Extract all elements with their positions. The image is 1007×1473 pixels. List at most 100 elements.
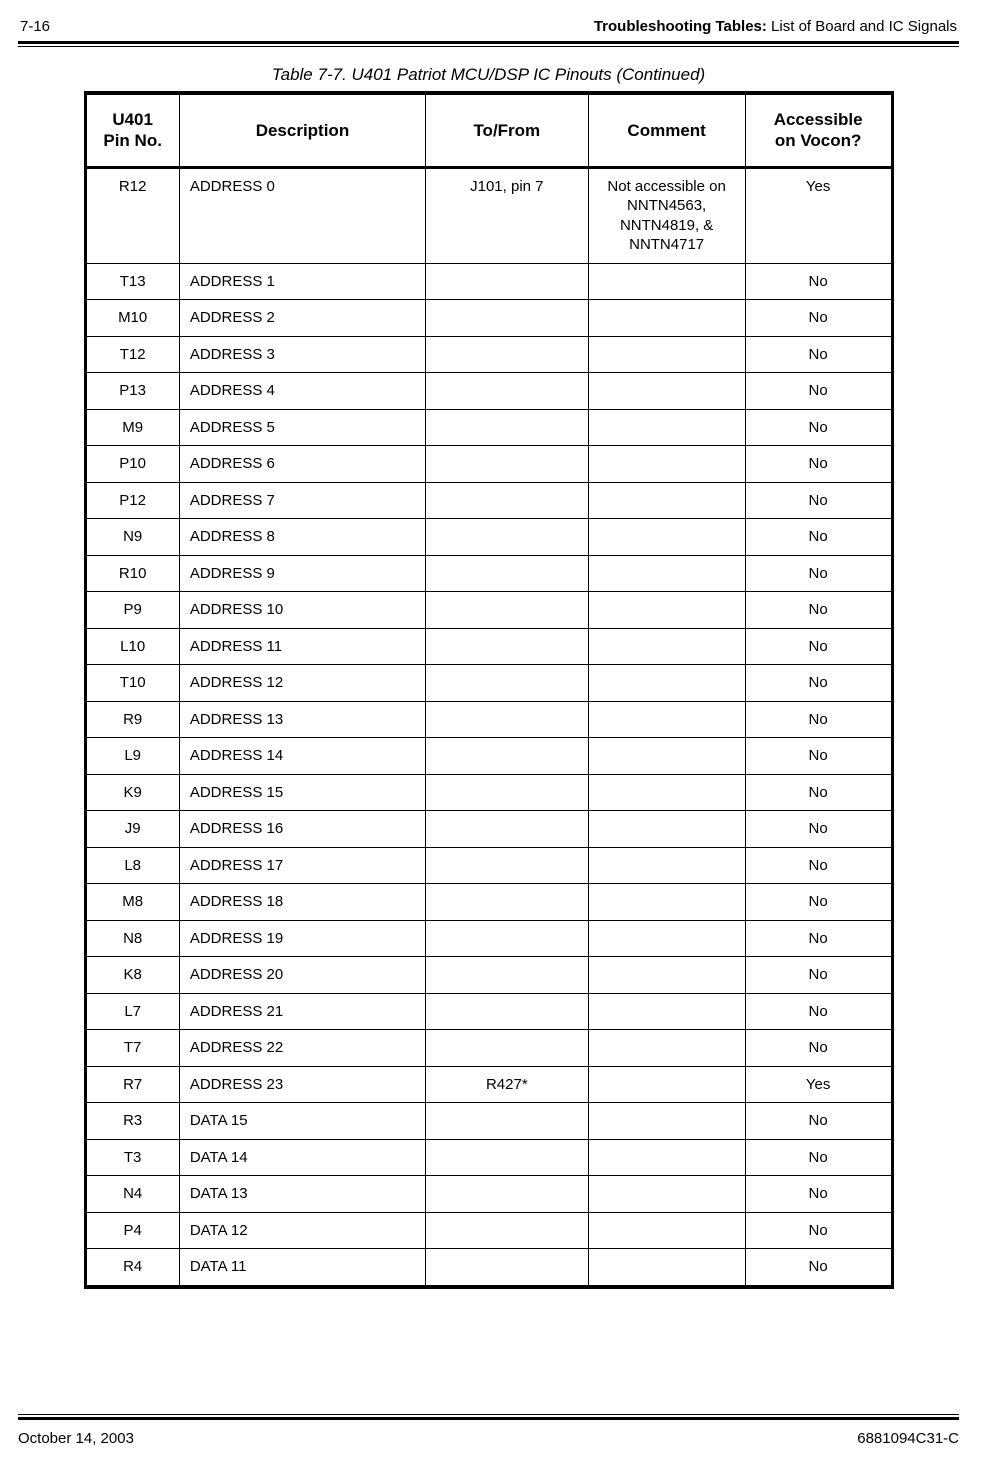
cell-comment xyxy=(588,665,745,702)
cell-accessible: No xyxy=(745,482,892,519)
table-head: U401 Pin No. Description To/From Comment… xyxy=(85,93,892,167)
table-caption: Table 7-7. U401 Patriot MCU/DSP IC Pinou… xyxy=(18,65,959,85)
cell-comment xyxy=(588,555,745,592)
cell-description: ADDRESS 0 xyxy=(179,167,425,263)
cell-accessible: No xyxy=(745,701,892,738)
cell-accessible: No xyxy=(745,920,892,957)
cell-accessible: No xyxy=(745,774,892,811)
cell-description: ADDRESS 22 xyxy=(179,1030,425,1067)
cell-tofrom: J101, pin 7 xyxy=(426,167,588,263)
cell-accessible: No xyxy=(745,1212,892,1249)
cell-tofrom xyxy=(426,1176,588,1213)
cell-pin: P4 xyxy=(85,1212,179,1249)
cell-description: ADDRESS 8 xyxy=(179,519,425,556)
footer-row: October 14, 2003 6881094C31-C xyxy=(18,1430,959,1447)
cell-tofrom xyxy=(426,884,588,921)
cell-accessible: No xyxy=(745,993,892,1030)
cell-pin: M9 xyxy=(85,409,179,446)
cell-pin: R9 xyxy=(85,701,179,738)
cell-comment xyxy=(588,957,745,994)
table-row: P9ADDRESS 10No xyxy=(85,592,892,629)
cell-tofrom xyxy=(426,1030,588,1067)
cell-description: DATA 13 xyxy=(179,1176,425,1213)
cell-comment xyxy=(588,263,745,300)
footer-date: October 14, 2003 xyxy=(18,1430,134,1447)
pinout-table: U401 Pin No. Description To/From Comment… xyxy=(84,91,894,1289)
cell-accessible: Yes xyxy=(745,1066,892,1103)
cell-tofrom xyxy=(426,446,588,483)
cell-comment xyxy=(588,482,745,519)
section-title: Troubleshooting Tables: List of Board an… xyxy=(594,18,957,35)
cell-comment xyxy=(588,1103,745,1140)
table-row: P12ADDRESS 7No xyxy=(85,482,892,519)
table-row: T13ADDRESS 1No xyxy=(85,263,892,300)
cell-comment xyxy=(588,300,745,337)
section-title-bold: Troubleshooting Tables: xyxy=(594,18,767,35)
cell-tofrom xyxy=(426,993,588,1030)
cell-description: ADDRESS 4 xyxy=(179,373,425,410)
table-row: N4DATA 13No xyxy=(85,1176,892,1213)
cell-tofrom xyxy=(426,847,588,884)
cell-comment xyxy=(588,1212,745,1249)
cell-description: DATA 12 xyxy=(179,1212,425,1249)
cell-description: ADDRESS 10 xyxy=(179,592,425,629)
cell-accessible: No xyxy=(745,1249,892,1287)
cell-pin: N9 xyxy=(85,519,179,556)
cell-accessible: No xyxy=(745,592,892,629)
table-row: P10ADDRESS 6No xyxy=(85,446,892,483)
table-row: R9ADDRESS 13No xyxy=(85,701,892,738)
cell-description: ADDRESS 3 xyxy=(179,336,425,373)
cell-pin: L7 xyxy=(85,993,179,1030)
cell-pin: P10 xyxy=(85,446,179,483)
cell-pin: T3 xyxy=(85,1139,179,1176)
cell-tofrom xyxy=(426,774,588,811)
table-row: R4DATA 11No xyxy=(85,1249,892,1287)
cell-tofrom xyxy=(426,665,588,702)
cell-pin: M8 xyxy=(85,884,179,921)
table-row: P13ADDRESS 4No xyxy=(85,373,892,410)
table-row: L7ADDRESS 21No xyxy=(85,993,892,1030)
cell-pin: K9 xyxy=(85,774,179,811)
cell-pin: T10 xyxy=(85,665,179,702)
col-header-description: Description xyxy=(179,93,425,167)
col-header-comment: Comment xyxy=(588,93,745,167)
cell-accessible: No xyxy=(745,555,892,592)
table-body: R12ADDRESS 0J101, pin 7Not accessible on… xyxy=(85,167,892,1287)
cell-tofrom xyxy=(426,920,588,957)
cell-pin: T12 xyxy=(85,336,179,373)
cell-description: ADDRESS 15 xyxy=(179,774,425,811)
cell-pin: R3 xyxy=(85,1103,179,1140)
cell-accessible: No xyxy=(745,1139,892,1176)
cell-accessible: No xyxy=(745,628,892,665)
cell-description: ADDRESS 9 xyxy=(179,555,425,592)
cell-pin: P13 xyxy=(85,373,179,410)
cell-comment xyxy=(588,1030,745,1067)
cell-comment xyxy=(588,847,745,884)
footer-rule-thick xyxy=(18,1417,959,1420)
cell-pin: R4 xyxy=(85,1249,179,1287)
table-row: M10ADDRESS 2No xyxy=(85,300,892,337)
table-row: J9ADDRESS 16No xyxy=(85,811,892,848)
table-row: T7ADDRESS 22No xyxy=(85,1030,892,1067)
header-rule-thin xyxy=(18,46,959,47)
cell-description: ADDRESS 18 xyxy=(179,884,425,921)
table-row: M8ADDRESS 18 No xyxy=(85,884,892,921)
footer-rule-thin xyxy=(18,1414,959,1415)
cell-pin: R7 xyxy=(85,1066,179,1103)
table-head-row: U401 Pin No. Description To/From Comment… xyxy=(85,93,892,167)
cell-description: ADDRESS 12 xyxy=(179,665,425,702)
col-header-tofrom: To/From xyxy=(426,93,588,167)
cell-description: ADDRESS 6 xyxy=(179,446,425,483)
cell-accessible: No xyxy=(745,665,892,702)
cell-comment xyxy=(588,409,745,446)
cell-comment xyxy=(588,336,745,373)
cell-accessible: No xyxy=(745,884,892,921)
col-header-acc-l2: on Vocon? xyxy=(775,131,862,150)
cell-tofrom xyxy=(426,1249,588,1287)
cell-description: ADDRESS 20 xyxy=(179,957,425,994)
table-row: K9ADDRESS 15 No xyxy=(85,774,892,811)
cell-comment xyxy=(588,1066,745,1103)
table-row: T3DATA 14No xyxy=(85,1139,892,1176)
col-header-pin-l1: U401 xyxy=(112,110,153,129)
cell-comment xyxy=(588,592,745,629)
